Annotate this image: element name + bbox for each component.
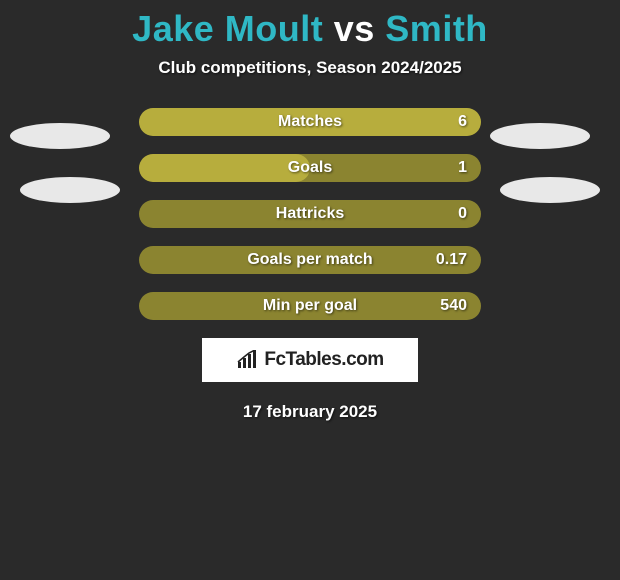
stat-row: Goals 1 bbox=[139, 154, 481, 182]
stat-value: 540 bbox=[440, 297, 467, 315]
stat-row: Hattricks 0 bbox=[139, 200, 481, 228]
left-ellipse-2 bbox=[20, 177, 120, 203]
left-ellipse-1 bbox=[10, 123, 110, 149]
player2-name: Smith bbox=[385, 8, 488, 49]
stat-row: Goals per match 0.17 bbox=[139, 246, 481, 274]
player1-name: Jake Moult bbox=[132, 8, 323, 49]
stat-row-fill bbox=[139, 154, 310, 182]
stat-value: 1 bbox=[458, 159, 467, 177]
comparison-title: Jake Moult vs Smith bbox=[0, 0, 620, 50]
fctables-logo: FcTables.com bbox=[202, 338, 418, 382]
right-ellipse-2 bbox=[500, 177, 600, 203]
stat-row: Matches 6 bbox=[139, 108, 481, 136]
subtitle: Club competitions, Season 2024/2025 bbox=[0, 58, 620, 78]
vs-label: vs bbox=[334, 8, 375, 49]
stat-rows: Matches 6 Goals 1 Hattricks 0 Goals per match 0… bbox=[139, 108, 481, 320]
stat-label: Hattricks bbox=[276, 205, 344, 223]
bar-chart-icon bbox=[236, 350, 260, 370]
date-label: 17 february 2025 bbox=[0, 402, 620, 422]
stat-label: Goals per match bbox=[247, 251, 372, 269]
chart-container: Matches 6 Goals 1 Hattricks 0 Goals per match 0… bbox=[0, 108, 620, 422]
stat-value: 6 bbox=[458, 113, 467, 131]
right-ellipse-1 bbox=[490, 123, 590, 149]
stat-value: 0.17 bbox=[436, 251, 467, 269]
stat-label: Matches bbox=[278, 113, 342, 131]
stat-row: Min per goal 540 bbox=[139, 292, 481, 320]
logo-text: FcTables.com bbox=[264, 349, 383, 371]
stat-label: Min per goal bbox=[263, 297, 357, 315]
stat-value: 0 bbox=[458, 205, 467, 223]
stat-label: Goals bbox=[288, 159, 332, 177]
